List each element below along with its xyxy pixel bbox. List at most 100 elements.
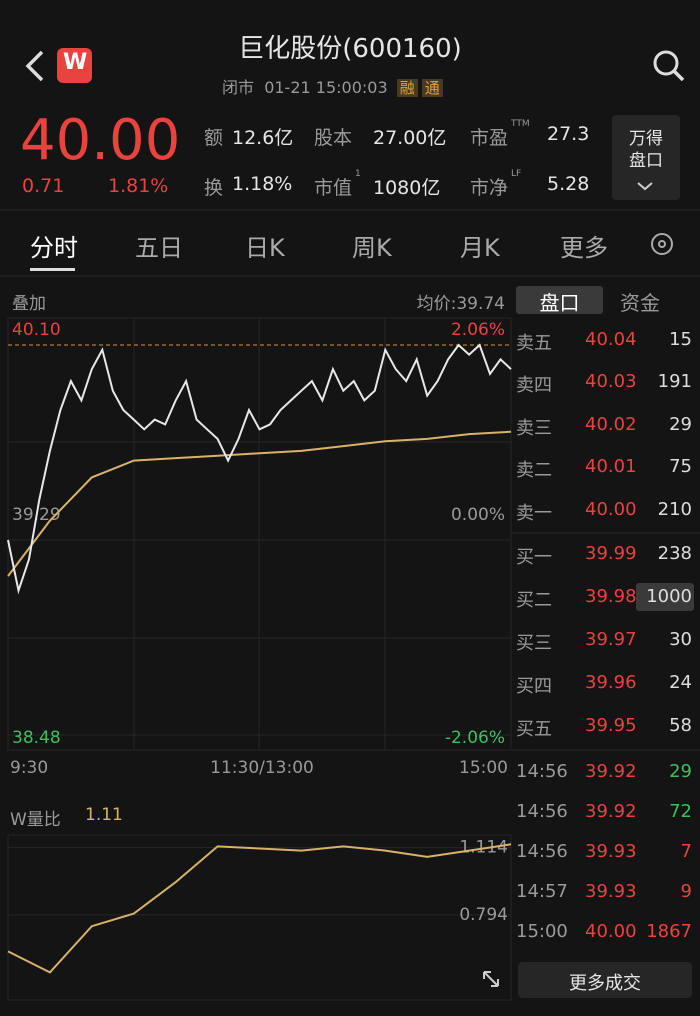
book-vol: 7 [680,841,692,862]
book-vol: 24 [669,672,692,693]
price-line [7,343,512,595]
stat-label: 额 [204,127,224,149]
change-pct: 1.81% [108,175,169,197]
x-label: 15:00 [459,758,508,778]
book-vol: 75 [669,456,692,477]
book-vol: 1000 [646,586,692,607]
book-label: 卖五 [516,333,552,354]
book-vol: 238 [657,543,692,564]
book-label: 买二 [516,590,552,611]
stat-sup: LF [511,169,522,179]
wind-line: 盘口 [629,151,663,171]
change: 0.71 [22,175,65,197]
logo-box [57,48,92,83]
wind-line: 万得 [629,129,663,149]
tab-underline [30,268,75,271]
book-label: 卖二 [516,460,552,481]
stat-sup: TTM [511,119,530,129]
stat-value: 27.00亿 [373,127,447,149]
x-label: 11:30/13:00 [210,758,314,778]
book-label: 14:57 [516,881,568,902]
book-price: 39.95 [585,715,637,736]
book-price: 40.02 [585,414,637,435]
more-trades-button[interactable] [518,962,692,998]
book-label: 14:56 [516,841,568,862]
book-label: 14:56 [516,761,568,782]
book-vol: 29 [669,761,692,782]
pct-label: 0.00% [451,505,505,525]
stat-sup: 1 [355,169,361,179]
book-price: 40.00 [585,499,637,520]
book-label: 卖三 [516,418,552,439]
book-price: 39.92 [585,761,637,782]
stat-label: 市净 [470,177,509,199]
volume-label: W量比 [10,810,61,830]
stat-value: 1.18% [232,173,293,195]
book-label: 15:00 [516,921,568,942]
status-line: 闭市 01-21 15:00:03 融通 [222,74,443,98]
book-vol: 30 [669,629,692,650]
y-tick-label: 38.48 [12,728,61,748]
book-price: 39.93 [585,841,637,862]
tab[interactable]: 日K [245,234,285,262]
book-tab-active[interactable] [516,286,603,314]
tag: 融 [396,79,418,97]
back-icon[interactable] [25,50,44,82]
more-trades[interactable]: 更多成交 [569,973,641,994]
avg-line [7,430,512,577]
tab[interactable]: 分时 [30,234,78,262]
search-icon-handle [672,69,685,82]
wind-button[interactable] [612,115,680,200]
book-vol: 15 [669,329,692,350]
book-price: 39.98 [585,586,637,607]
avg-label: 均价:39.74 [416,294,505,314]
pct-label: -2.06% [445,728,505,748]
search-icon[interactable] [653,50,679,76]
expand-icon[interactable] [483,971,499,987]
book-tab[interactable]: 盘口 [539,291,580,315]
book-label: 买一 [516,547,552,568]
tab[interactable]: 更多 [560,234,608,262]
book-label: 买三 [516,633,552,654]
book-vol: 1867 [646,921,692,942]
volume-line [7,843,512,974]
book-price: 40.00 [585,921,637,942]
pct-label: 2.06% [451,320,505,340]
book-label: 买五 [516,719,552,740]
tab[interactable]: 周K [352,234,392,262]
logo: W [63,50,88,75]
book-price: 39.92 [585,801,637,822]
volume-current: 1.11 [85,805,123,825]
book-price: 39.96 [585,672,637,693]
status: 闭市 [222,78,255,97]
book-vol: 191 [657,371,692,392]
wind-button-label: 万得 盘口 [612,128,680,172]
book-price: 40.04 [585,329,637,350]
book-vol: 72 [669,801,692,822]
book-price: 39.97 [585,629,637,650]
settings-icon-dot [658,240,666,248]
stat-value: 1080亿 [373,177,441,199]
book-label: 卖一 [516,503,552,524]
stat-label: 市值 [314,177,353,199]
volume-frame [7,834,512,1001]
book-label: 14:56 [516,801,568,822]
book-vol: 58 [669,715,692,736]
stat-value: 5.28 [547,173,590,195]
tab[interactable]: 月K [460,234,500,262]
book-tab[interactable]: 资金 [620,291,660,315]
settings-icon[interactable] [651,233,673,255]
stat-value: 27.3 [547,123,590,145]
date: 01-21 [264,78,311,97]
book-vol: 9 [680,881,692,902]
stat-label: 市盈 [470,127,509,149]
overlay[interactable]: 叠加 [12,294,46,314]
book-vol: 29 [669,414,692,435]
tab[interactable]: 五日 [135,234,183,262]
price: 40.00 [20,108,181,173]
book-label: 买四 [516,676,552,697]
book-price: 39.93 [585,881,637,902]
book-price: 40.01 [585,456,637,477]
